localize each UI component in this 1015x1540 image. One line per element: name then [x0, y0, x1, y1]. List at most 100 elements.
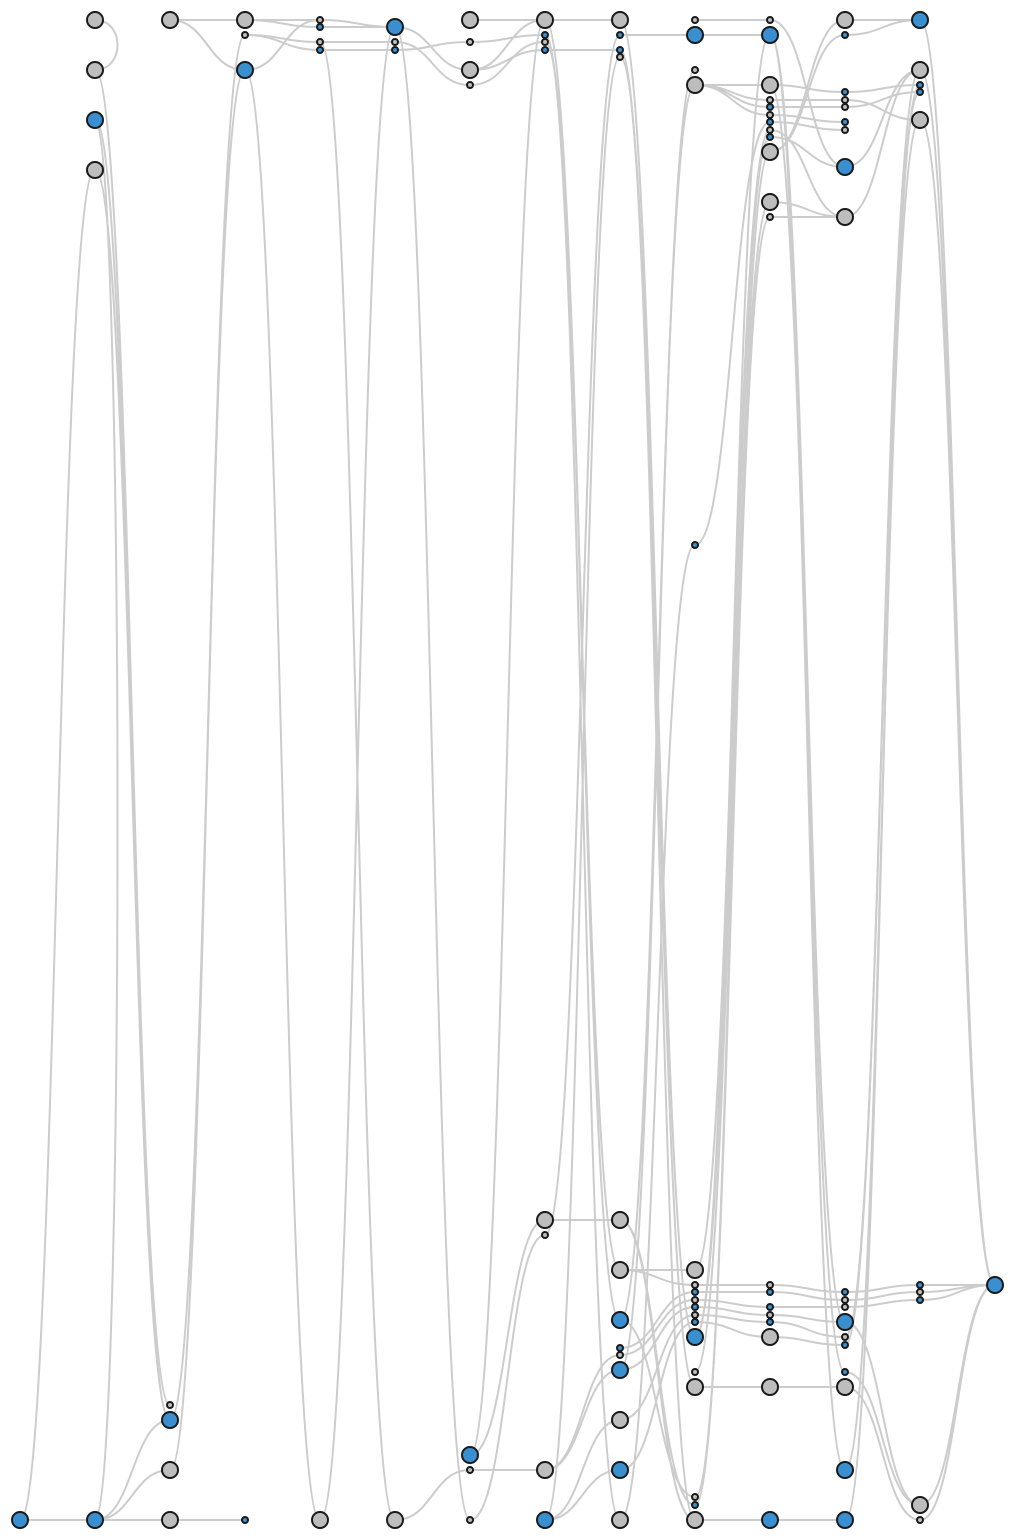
- node-n104[interactable]: [841, 1341, 849, 1349]
- node-n14[interactable]: [241, 1516, 249, 1524]
- node-n112[interactable]: [916, 88, 924, 96]
- node-n31[interactable]: [536, 11, 554, 29]
- node-n39[interactable]: [611, 11, 629, 29]
- node-n0[interactable]: [11, 1511, 29, 1529]
- node-n41[interactable]: [616, 46, 624, 54]
- node-n92[interactable]: [841, 88, 849, 96]
- node-n56[interactable]: [691, 541, 699, 549]
- node-n108[interactable]: [836, 1511, 854, 1529]
- node-n16[interactable]: [316, 23, 324, 31]
- node-n46[interactable]: [616, 1344, 624, 1352]
- node-n87[interactable]: [761, 1328, 779, 1346]
- node-n81[interactable]: [766, 213, 774, 221]
- node-n64[interactable]: [686, 1328, 704, 1346]
- node-n52[interactable]: [691, 16, 699, 24]
- node-n24[interactable]: [461, 11, 479, 29]
- node-n37[interactable]: [536, 1461, 554, 1479]
- node-n83[interactable]: [766, 1288, 774, 1296]
- node-n115[interactable]: [916, 1288, 924, 1296]
- node-n35[interactable]: [536, 1211, 554, 1229]
- node-n45[interactable]: [611, 1311, 629, 1329]
- node-n20[interactable]: [386, 18, 404, 36]
- node-n63[interactable]: [691, 1318, 699, 1326]
- node-n13[interactable]: [236, 61, 254, 79]
- node-n101[interactable]: [841, 1303, 849, 1311]
- node-n54[interactable]: [691, 66, 699, 74]
- node-n119[interactable]: [986, 1276, 1004, 1294]
- node-n51[interactable]: [611, 1511, 629, 1529]
- node-n55[interactable]: [686, 76, 704, 94]
- node-n3[interactable]: [86, 111, 104, 129]
- node-n66[interactable]: [686, 1378, 704, 1396]
- node-n80[interactable]: [761, 193, 779, 211]
- node-n23[interactable]: [386, 1511, 404, 1529]
- node-n102[interactable]: [836, 1313, 854, 1331]
- node-n93[interactable]: [841, 96, 849, 104]
- node-n30[interactable]: [466, 1516, 474, 1524]
- node-n59[interactable]: [691, 1288, 699, 1296]
- node-n36[interactable]: [541, 1231, 549, 1239]
- node-n118[interactable]: [916, 1516, 924, 1524]
- node-n67[interactable]: [691, 1493, 699, 1501]
- node-n25[interactable]: [466, 38, 474, 46]
- node-n111[interactable]: [916, 81, 924, 89]
- node-n113[interactable]: [911, 111, 929, 129]
- node-n53[interactable]: [686, 26, 704, 44]
- node-n60[interactable]: [691, 1296, 699, 1304]
- node-n42[interactable]: [616, 53, 624, 61]
- node-n21[interactable]: [391, 38, 399, 46]
- node-n98[interactable]: [836, 208, 854, 226]
- node-n32[interactable]: [541, 31, 549, 39]
- node-n15[interactable]: [316, 16, 324, 24]
- node-n109[interactable]: [911, 11, 929, 29]
- node-n28[interactable]: [461, 1446, 479, 1464]
- node-n70[interactable]: [766, 16, 774, 24]
- node-n47[interactable]: [616, 1351, 624, 1359]
- node-n95[interactable]: [841, 118, 849, 126]
- node-n75[interactable]: [766, 111, 774, 119]
- node-n90[interactable]: [836, 11, 854, 29]
- node-n106[interactable]: [836, 1378, 854, 1396]
- node-n4[interactable]: [86, 161, 104, 179]
- node-n34[interactable]: [541, 46, 549, 54]
- node-n38[interactable]: [536, 1511, 554, 1529]
- node-n6[interactable]: [161, 11, 179, 29]
- node-n77[interactable]: [766, 126, 774, 134]
- node-n2[interactable]: [86, 61, 104, 79]
- node-n19[interactable]: [311, 1511, 329, 1529]
- node-n99[interactable]: [841, 1288, 849, 1296]
- node-n68[interactable]: [691, 1501, 699, 1509]
- node-n114[interactable]: [916, 1281, 924, 1289]
- node-n65[interactable]: [691, 1368, 699, 1376]
- node-n94[interactable]: [841, 103, 849, 111]
- node-n44[interactable]: [611, 1261, 629, 1279]
- node-n117[interactable]: [911, 1496, 929, 1514]
- node-n40[interactable]: [616, 31, 624, 39]
- node-n79[interactable]: [761, 143, 779, 161]
- node-n5[interactable]: [86, 1511, 104, 1529]
- node-n116[interactable]: [916, 1296, 924, 1304]
- node-n71[interactable]: [761, 26, 779, 44]
- node-n18[interactable]: [316, 46, 324, 54]
- node-n76[interactable]: [766, 118, 774, 126]
- node-n57[interactable]: [686, 1261, 704, 1279]
- node-n58[interactable]: [691, 1281, 699, 1289]
- node-n48[interactable]: [611, 1361, 629, 1379]
- node-n69[interactable]: [686, 1511, 704, 1529]
- node-n62[interactable]: [691, 1311, 699, 1319]
- node-n22[interactable]: [391, 46, 399, 54]
- node-n86[interactable]: [766, 1318, 774, 1326]
- node-n96[interactable]: [841, 126, 849, 134]
- node-n91[interactable]: [841, 31, 849, 39]
- node-n49[interactable]: [611, 1411, 629, 1429]
- node-n8[interactable]: [161, 1411, 179, 1429]
- node-n27[interactable]: [466, 81, 474, 89]
- node-n11[interactable]: [236, 11, 254, 29]
- node-n29[interactable]: [466, 1466, 474, 1474]
- node-n85[interactable]: [766, 1311, 774, 1319]
- node-n1[interactable]: [86, 11, 104, 29]
- node-n84[interactable]: [766, 1303, 774, 1311]
- node-n82[interactable]: [766, 1281, 774, 1289]
- node-n88[interactable]: [761, 1378, 779, 1396]
- node-n7[interactable]: [166, 1401, 174, 1409]
